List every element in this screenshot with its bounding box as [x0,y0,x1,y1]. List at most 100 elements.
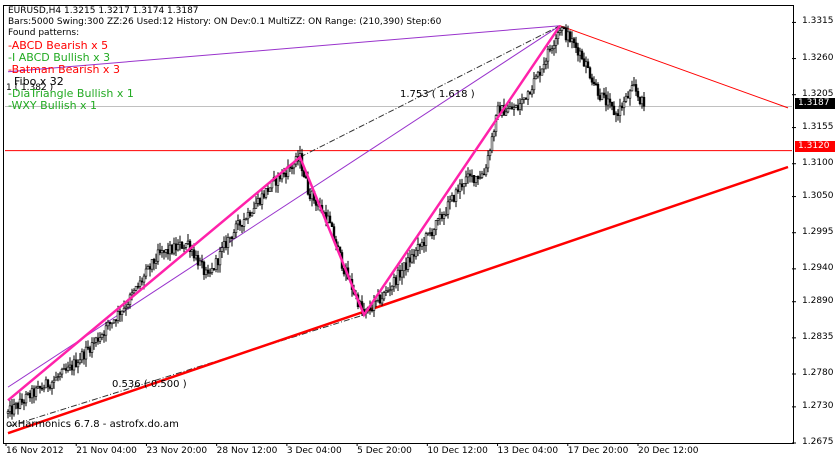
candle-body [34,387,38,397]
candle [234,220,238,238]
candle-body [166,249,170,255]
candle [102,330,106,343]
candle-body [636,91,640,98]
candle-body [36,386,40,389]
candle [220,241,224,259]
candle [510,102,514,110]
candle-body [200,260,204,263]
candle-body [86,346,90,349]
candle-body [406,257,410,270]
candle [252,201,256,214]
candle-body [572,38,576,44]
candle [108,321,112,331]
candle [258,197,262,206]
candle-body [308,193,312,200]
candle [88,345,92,357]
candle-body [576,47,580,56]
candle-body [516,105,520,111]
candle [468,169,472,183]
x-tick-label: 20 Dec 12:00 [638,446,699,456]
candle-body [330,222,334,227]
candle [450,192,454,202]
candle [238,218,242,231]
candle-body [442,214,446,219]
candle [206,264,210,277]
candle-body [146,266,150,270]
candle-body [584,61,588,67]
candle [170,244,174,255]
candle [484,164,488,177]
candle-body [466,173,470,178]
x-tick-label: 5 Dec 20:00 [357,446,412,456]
candle [412,249,416,264]
candle [448,195,452,210]
candle [74,352,78,368]
candle-body [440,214,444,219]
candle-body [40,387,44,390]
candle [400,262,404,285]
candle-body [92,342,96,344]
candle-body [208,272,212,274]
candle-body [536,71,540,77]
candle-body [580,50,584,60]
candle-body [44,379,48,389]
candle-body [138,280,142,287]
candle-body [454,189,458,202]
y-tick-label: 1.2835 [802,331,834,342]
candle [328,211,332,224]
candle [618,98,622,123]
candle [222,236,226,253]
candle [68,357,72,371]
candle-body [418,244,422,247]
candle-body [10,405,14,415]
candle-body [398,269,402,278]
candle [236,214,240,231]
candle-body [578,50,582,56]
candle-body [378,294,382,304]
candle-body [392,277,396,287]
pattern-zigzag [7,25,562,402]
y-tick-label: 1.2675 [802,437,834,447]
candle-body [540,68,544,76]
candle [330,221,334,227]
pattern-batman-bearish: -Batman Bearish x 3 [8,63,120,76]
candle-body [232,232,236,239]
candle-body [254,203,258,209]
candle [216,257,220,273]
candle [196,250,200,270]
candle [602,87,606,99]
candle [94,336,98,347]
candle-body [262,193,266,198]
candle-body [528,91,532,95]
candle [92,337,96,350]
candle-body [410,254,414,263]
candle [156,243,160,265]
candle-body [426,232,430,235]
candle [604,87,608,112]
candle-body [642,96,646,107]
candle-body [142,275,146,283]
candle [486,150,490,173]
purple-line-0 [7,25,561,388]
candle-body [100,334,104,338]
candle-body [478,177,482,180]
candle-body [508,106,512,109]
candle-body [486,155,490,169]
candle-body [50,381,54,389]
candle-body [530,89,534,95]
candle-body [462,183,466,188]
candle-body [590,77,594,83]
candle-body [18,398,22,409]
candle-body [206,269,210,274]
candle [90,337,94,358]
candle-body [620,105,624,109]
candle [154,253,158,269]
candle [20,393,24,406]
candle-body [82,351,86,360]
candle-body [458,183,462,192]
candle-body [328,215,332,224]
candle [286,159,290,180]
x-tick-label: 17 Dec 20:00 [567,446,629,456]
candle [164,249,168,258]
